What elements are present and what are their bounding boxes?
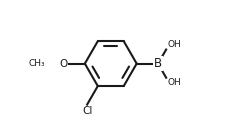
- Text: O: O: [59, 59, 67, 69]
- Text: OH: OH: [167, 40, 180, 49]
- Text: Cl: Cl: [82, 106, 92, 116]
- Text: OH: OH: [167, 78, 180, 87]
- Text: B: B: [153, 57, 161, 70]
- Text: CH₃: CH₃: [29, 59, 45, 68]
